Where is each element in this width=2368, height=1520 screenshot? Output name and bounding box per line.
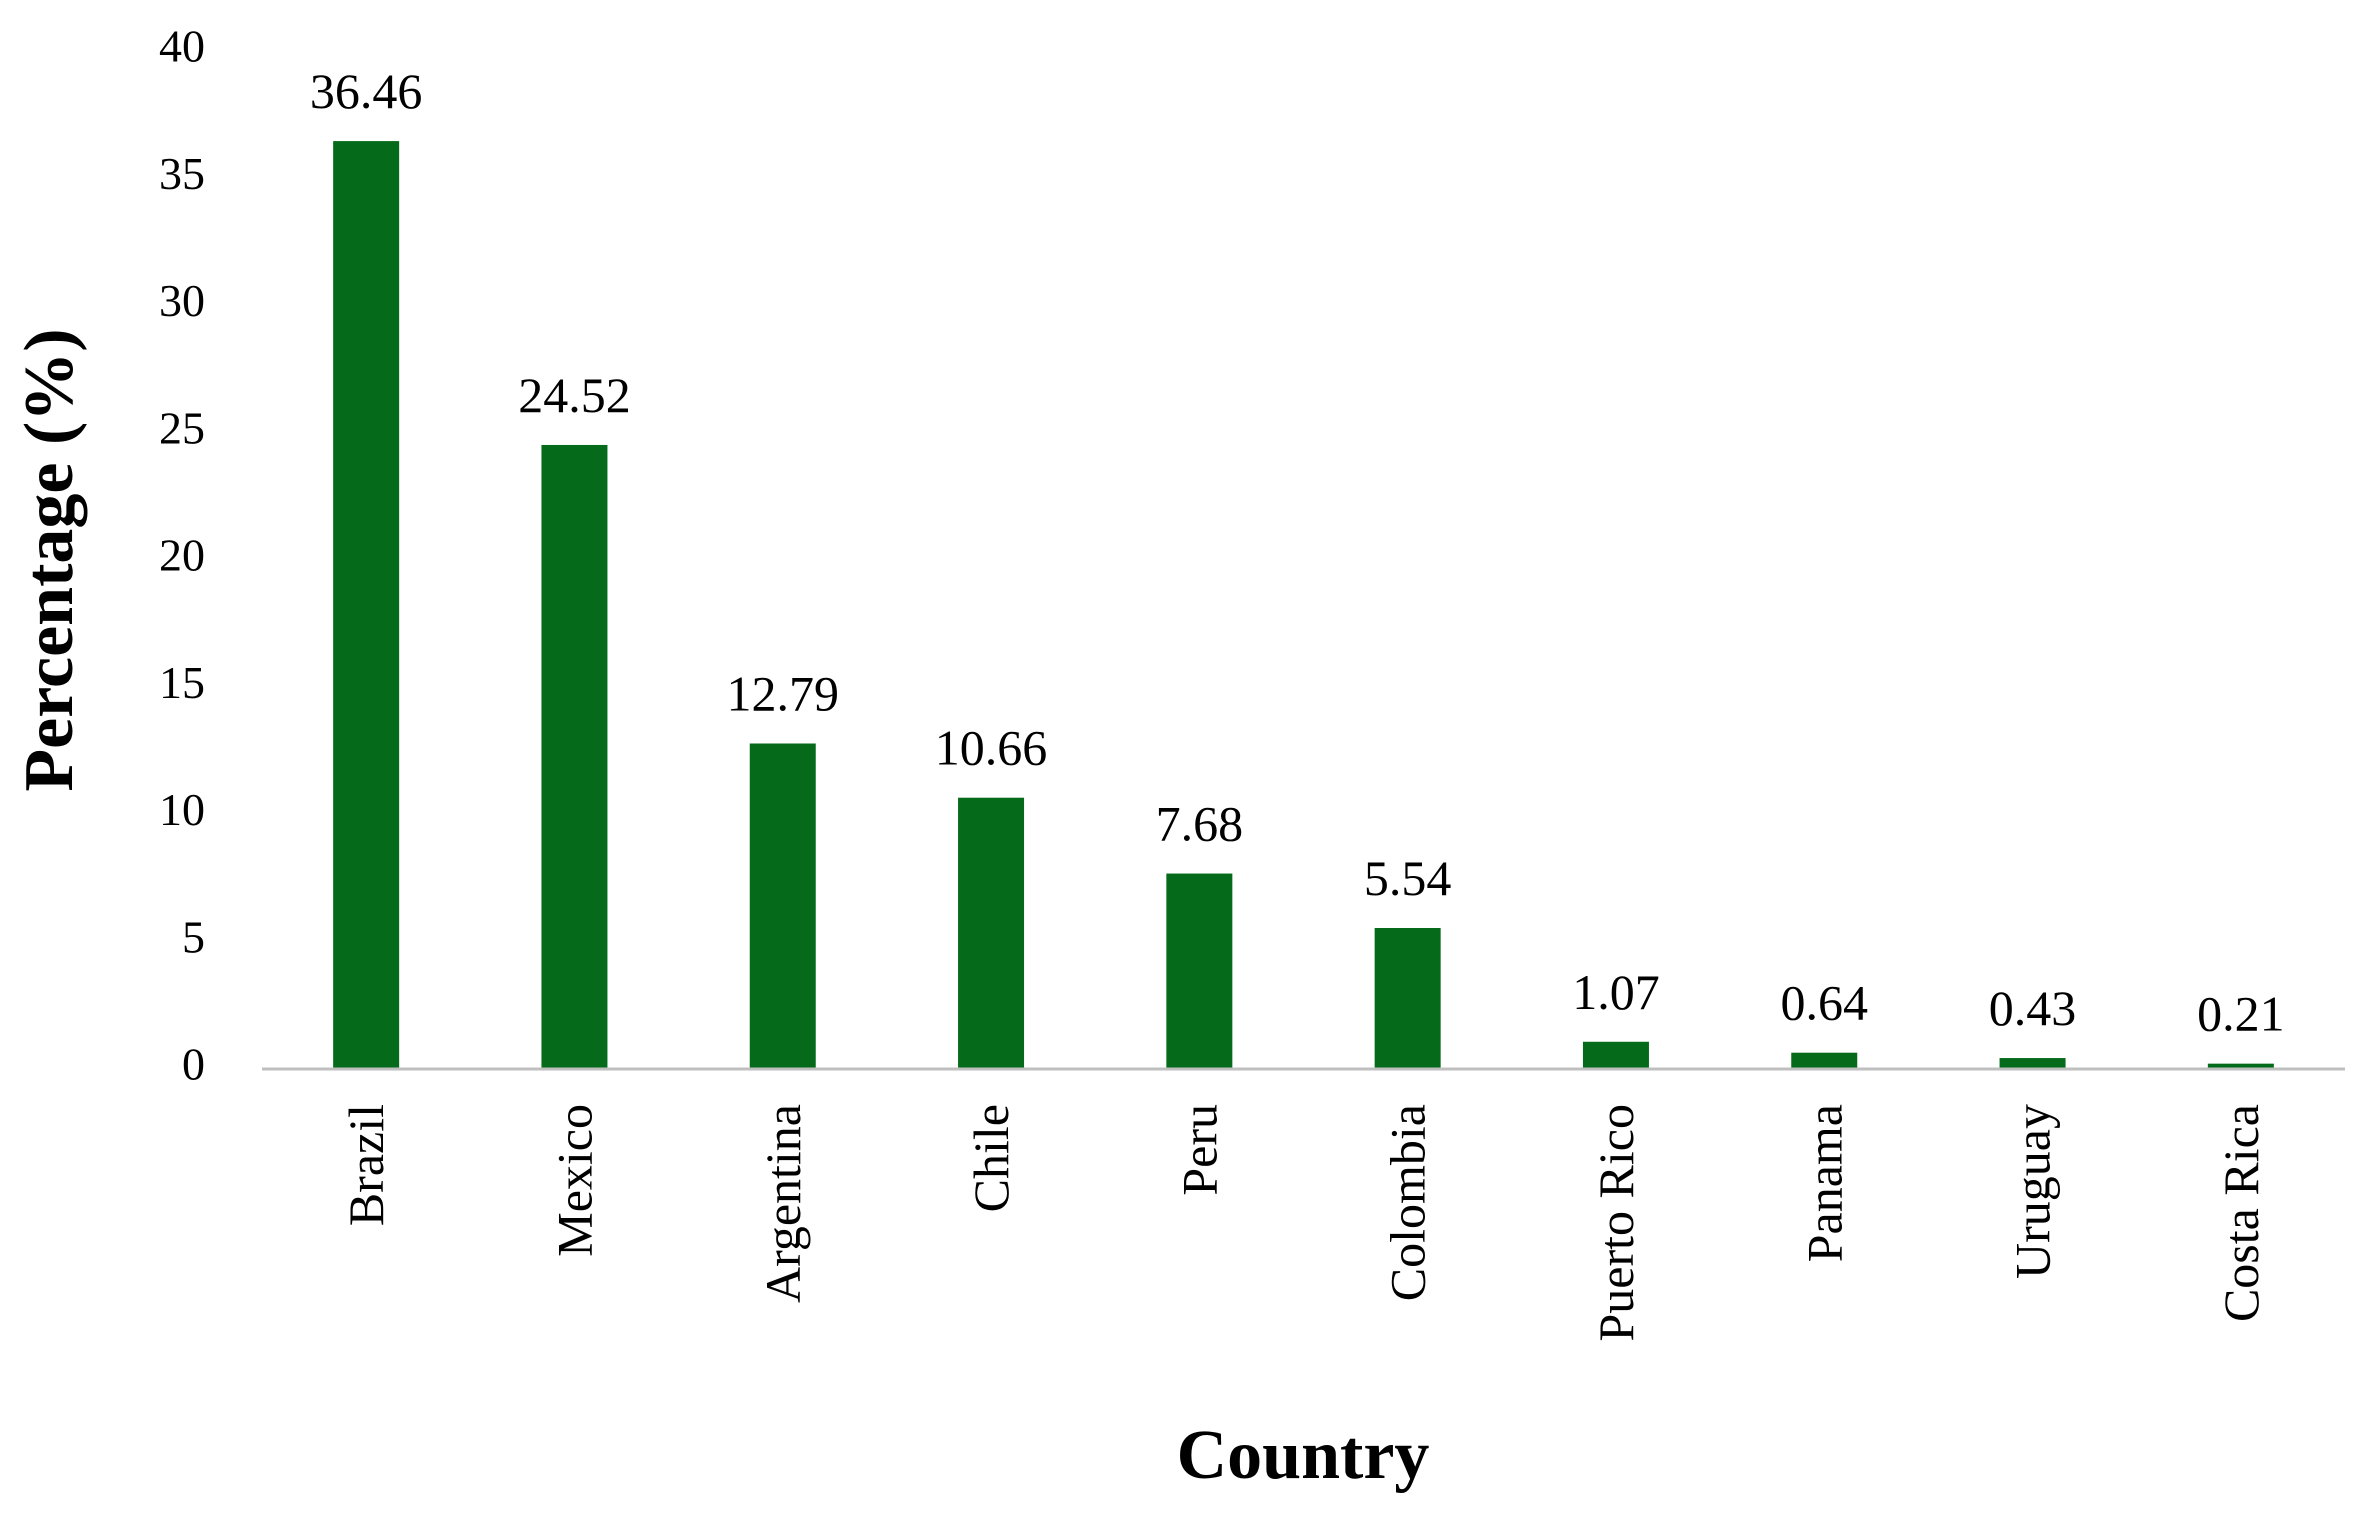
- y-tick-label: 20: [159, 530, 205, 581]
- y-tick-label: 0: [182, 1039, 205, 1090]
- x-tick-label: Colombia: [1380, 1104, 1436, 1301]
- x-tick-label: Puerto Rico: [1588, 1104, 1644, 1341]
- bar: [1374, 928, 1441, 1069]
- y-axis-ticks: 0 5 10 15 20 25 30 35 40: [159, 21, 205, 1090]
- x-tick-label: Brazil: [338, 1104, 394, 1226]
- data-label: 7.68: [1156, 796, 1244, 852]
- data-label: 5.54: [1364, 850, 1452, 906]
- data-label: 1.07: [1572, 964, 1660, 1020]
- bar: [958, 797, 1025, 1069]
- y-tick-label: 35: [159, 148, 205, 199]
- x-tick-label: Costa Rica: [2213, 1104, 2269, 1322]
- bar: [2207, 1063, 2274, 1069]
- x-tick-label: Panama: [1796, 1104, 1852, 1262]
- y-tick-label: 10: [159, 784, 205, 835]
- y-axis-title: Percentage (%): [11, 328, 88, 791]
- data-label: 0.64: [1781, 975, 1869, 1031]
- bars-group: [333, 141, 2274, 1069]
- bar: [541, 444, 608, 1069]
- data-label: 0.21: [2197, 986, 2285, 1042]
- x-axis-title: Country: [1177, 1417, 1430, 1494]
- bar: [1166, 873, 1233, 1069]
- x-tick-label: Argentina: [755, 1104, 811, 1303]
- data-label: 10.66: [935, 720, 1048, 776]
- bar: [1999, 1058, 2066, 1069]
- y-tick-label: 15: [159, 657, 205, 708]
- x-tick-label: Uruguay: [2005, 1104, 2061, 1279]
- data-label: 36.46: [310, 63, 423, 119]
- bar: [749, 743, 816, 1069]
- bar: [1791, 1052, 1858, 1069]
- x-tick-label: Chile: [963, 1104, 1019, 1212]
- y-tick-label: 30: [159, 275, 205, 326]
- y-tick-label: 40: [159, 21, 205, 72]
- data-label: 0.43: [1989, 980, 2077, 1036]
- category-labels-group: Brazil Mexico Argentina Chile Peru Colombia Pu…: [338, 1104, 2269, 1341]
- data-label: 12.79: [727, 665, 840, 721]
- bar: [1582, 1041, 1649, 1069]
- y-tick-label: 5: [182, 911, 205, 962]
- y-tick-label: 25: [159, 402, 205, 453]
- data-label: 24.52: [518, 367, 631, 423]
- x-tick-label: Peru: [1171, 1104, 1227, 1196]
- data-labels-group: 36.46 24.52 12.79 10.66 7.68 5.54 1.07 0.64 0.43…: [310, 63, 2285, 1042]
- x-tick-label: Mexico: [546, 1104, 602, 1257]
- bar: [333, 141, 400, 1069]
